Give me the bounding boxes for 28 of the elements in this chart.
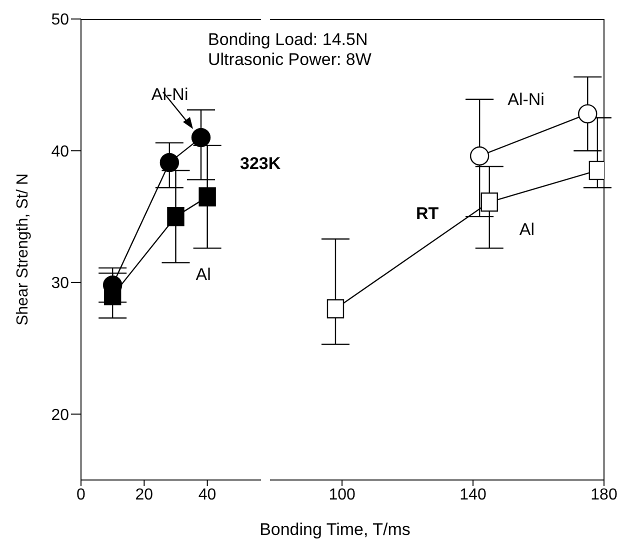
annotation: RT xyxy=(416,204,439,224)
point xyxy=(470,146,490,166)
series-label: Al xyxy=(519,220,535,240)
x-tick-label: 100 xyxy=(328,486,356,504)
point xyxy=(198,187,216,206)
y-tick-label: 30 xyxy=(51,275,70,292)
point xyxy=(480,192,498,212)
x-tick-label: 180 xyxy=(590,486,618,504)
annotation: 323K xyxy=(240,154,281,174)
point xyxy=(326,299,344,318)
x-tick-label: 140 xyxy=(460,486,486,504)
point xyxy=(191,128,211,148)
series-label: Al-Ni xyxy=(151,84,188,105)
y-tick-label: 40 xyxy=(51,143,70,160)
series-label: Al-Ni xyxy=(508,90,544,110)
x-tick-label: 20 xyxy=(135,486,154,504)
x-axis-title: Bonding Time, T/ms xyxy=(258,520,412,540)
point xyxy=(160,152,180,172)
text: Al xyxy=(196,264,211,285)
point xyxy=(578,104,598,124)
x-tick-label: 40 xyxy=(198,486,216,504)
y-tick-label: 20 xyxy=(51,406,70,424)
y-tick-label: 50 xyxy=(51,12,70,29)
x-tick-label: 0 xyxy=(76,486,86,504)
y-axis-title: Shear Strength, St/ N xyxy=(14,173,32,326)
annotation: Bonding Load: 14.5N xyxy=(208,30,368,50)
annotation: Ultrasonic Power: 8W xyxy=(208,50,372,70)
point xyxy=(167,206,184,226)
